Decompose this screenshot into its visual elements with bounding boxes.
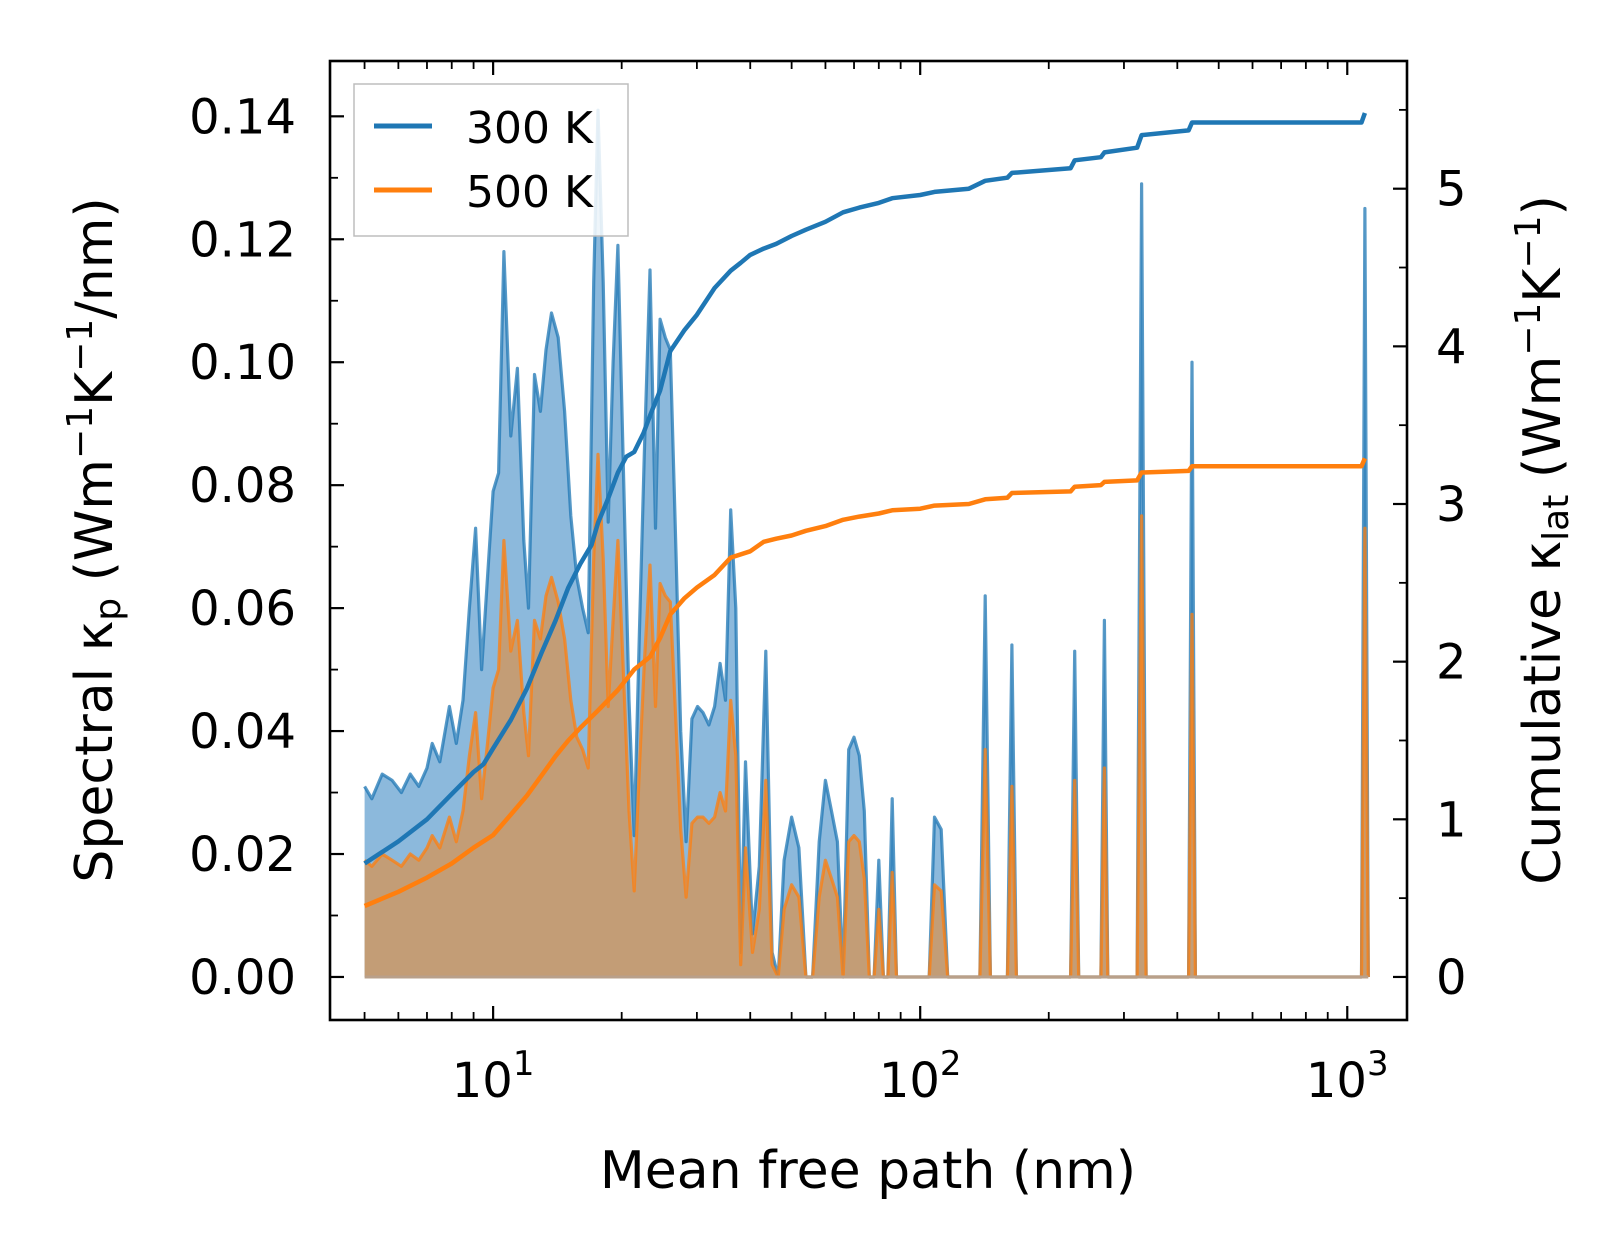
right-y-tick-label: 3	[1436, 477, 1467, 533]
left-y-tick-label: 0.04	[189, 704, 296, 760]
left-y-tick-label: 0.02	[189, 827, 296, 883]
left-y-tick-label: 0.12	[189, 212, 296, 268]
right-y-tick-labels: 0 1 2 3 4 5	[1436, 162, 1467, 1006]
x-axis-label: Mean free path (nm)	[600, 1141, 1136, 1201]
right-y-tick-label: 1	[1436, 792, 1467, 848]
x-tick-labels: 101 102 103	[452, 1044, 1389, 1109]
plot-frame	[328, 59, 1409, 1022]
spectral-line-300k	[363, 108, 1370, 979]
tick-layer	[330, 61, 1407, 1020]
legend-500k-label: 500 K	[466, 167, 594, 218]
cumulative-line-layer	[363, 112, 1368, 909]
cumulative-line-300k	[363, 112, 1368, 866]
left-y-tick-label: 0.10	[189, 335, 296, 391]
x-tick-label: 101	[452, 1044, 535, 1109]
legend: 300 K 500 K	[353, 83, 629, 237]
left-y-tick-label: 0.00	[189, 950, 296, 1006]
x-tick-label: 103	[1306, 1044, 1389, 1109]
legend-box	[353, 83, 629, 237]
right-y-tick-label: 2	[1436, 635, 1467, 691]
left-y-tick-label: 0.14	[189, 89, 296, 145]
left-y-tick-label: 0.08	[189, 458, 296, 514]
x-tick-label: 102	[879, 1044, 962, 1109]
right-y-tick-label: 4	[1436, 319, 1467, 375]
spectral-line-500k	[363, 452, 1370, 979]
legend-300k-label: 300 K	[466, 103, 594, 154]
spectral-fill-layer	[363, 108, 1370, 979]
right-y-tick-label: 5	[1436, 162, 1467, 218]
right-y-axis-label: Cumulative κlat (Wm−1K−1)	[1508, 195, 1577, 885]
left-y-tick-label: 0.06	[189, 581, 296, 637]
right-y-tick-label: 0	[1436, 950, 1467, 1006]
left-y-tick-labels: 0.00 0.02 0.04 0.06 0.08 0.10 0.12 0.14	[189, 89, 296, 1006]
left-y-axis-label: Spectral κp (Wm−1K−1/nm)	[60, 197, 129, 882]
cumulative-line-500k	[363, 457, 1367, 909]
